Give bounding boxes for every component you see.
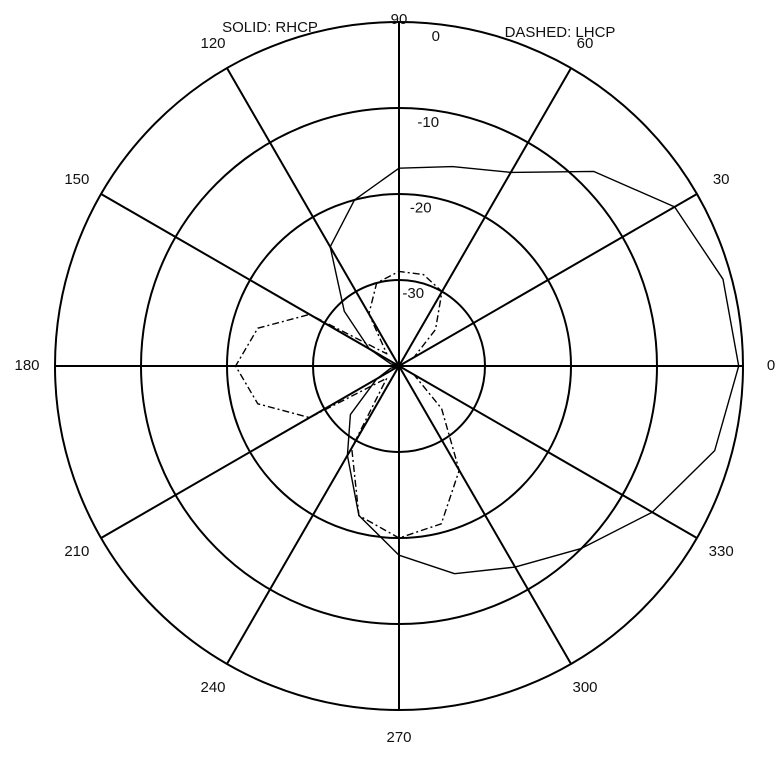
grid-spoke — [398, 365, 698, 539]
theta-tick-label: 330 — [709, 543, 734, 560]
theta-tick-label: 300 — [572, 679, 597, 696]
legend-entry: DASHED: LHCP — [505, 24, 616, 41]
r-tick-label: -10 — [417, 114, 439, 131]
grid-spoke — [398, 193, 698, 367]
grid-spoke — [100, 365, 400, 539]
series-line — [234, 270, 460, 539]
theta-tick-label: 60 — [577, 35, 594, 52]
grid-spoke — [226, 365, 400, 665]
theta-tick-label: 30 — [713, 171, 730, 188]
theta-tick-label: 210 — [64, 543, 89, 560]
r-tick-label: -20 — [410, 200, 432, 217]
theta-tick-label: 0 — [767, 357, 775, 374]
theta-tick-label: 120 — [200, 35, 225, 52]
theta-tick-label: 240 — [200, 679, 225, 696]
theta-tick-label: 180 — [14, 357, 39, 374]
grid-spoke — [226, 67, 400, 367]
theta-tick-label: 270 — [386, 729, 411, 746]
grid-spoke — [100, 193, 400, 367]
theta-tick-label: 150 — [64, 171, 89, 188]
grid-spoke — [398, 67, 572, 367]
legend-entry: SOLID: RHCP — [222, 19, 318, 36]
grid-spoke — [398, 365, 572, 665]
theta-tick-label: 90 — [391, 11, 408, 28]
r-tick-label: -30 — [402, 285, 424, 302]
r-tick-label: 0 — [432, 28, 440, 45]
